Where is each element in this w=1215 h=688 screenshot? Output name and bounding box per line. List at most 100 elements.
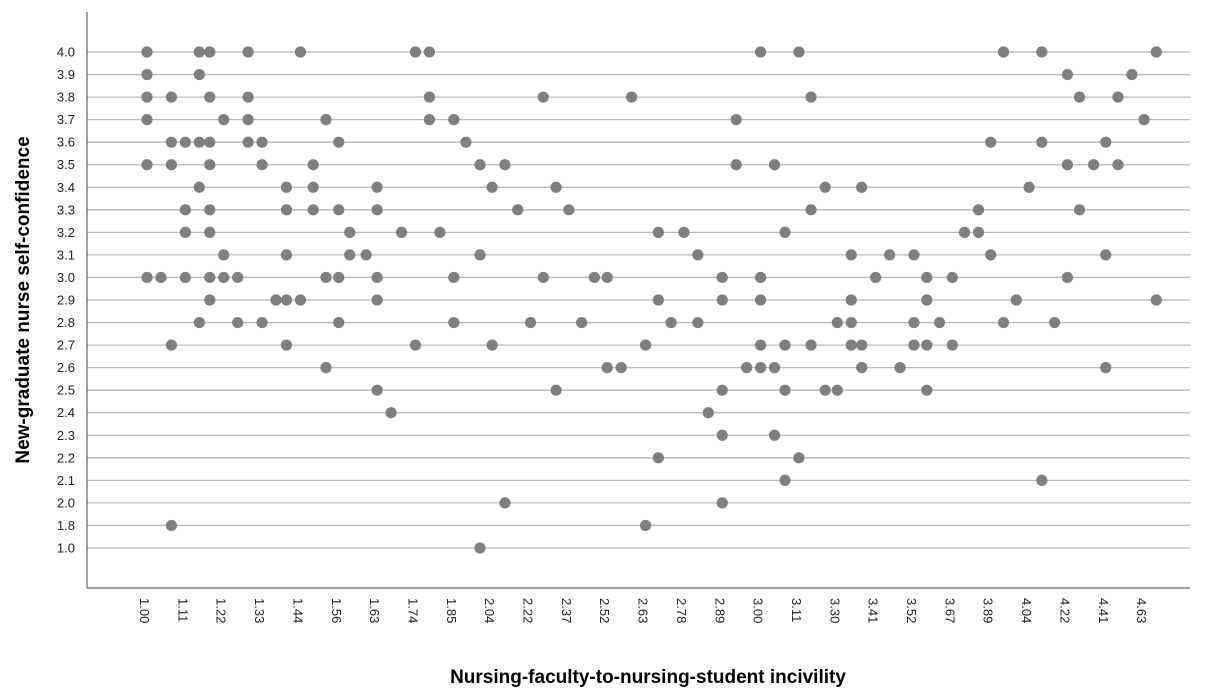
point: [985, 249, 997, 261]
point: [280, 249, 293, 261]
point: [218, 271, 230, 284]
point: [371, 294, 383, 306]
point: [204, 226, 216, 238]
x-tick-label: 1.74: [405, 598, 420, 623]
point: [499, 497, 511, 509]
point: [204, 271, 216, 284]
point: [141, 159, 153, 171]
x-tick-label: 1.11: [175, 598, 190, 622]
point: [908, 249, 920, 261]
point: [779, 226, 791, 238]
point: [831, 384, 843, 396]
point: [652, 294, 664, 306]
y-tick-label: 3.8: [57, 90, 75, 105]
point: [307, 204, 319, 216]
point: [768, 362, 781, 374]
point: [395, 226, 408, 238]
point: [423, 114, 435, 126]
point: [819, 384, 831, 396]
point: [550, 384, 562, 396]
point: [385, 407, 397, 419]
point: [665, 316, 677, 329]
point: [1036, 474, 1048, 486]
point: [204, 294, 216, 306]
point: [845, 294, 857, 306]
point: [921, 339, 933, 351]
point: [819, 181, 831, 193]
point: [179, 204, 191, 216]
point: [730, 114, 742, 126]
point: [256, 316, 268, 329]
x-tick-label: 2.52: [597, 598, 612, 623]
point: [499, 159, 511, 171]
point: [856, 339, 868, 351]
point: [371, 271, 383, 284]
point: [972, 204, 985, 216]
point: [921, 384, 933, 396]
point: [371, 204, 383, 216]
y-axis-title: New-graduate nurse self-confidence: [13, 136, 34, 463]
point: [716, 497, 728, 509]
x-tick-label: 1.44: [290, 598, 305, 623]
point: [218, 114, 230, 126]
point: [845, 339, 857, 351]
point: [1150, 46, 1162, 58]
point: [692, 249, 704, 261]
y-tick-label: 3.9: [57, 67, 75, 82]
point: [793, 452, 805, 464]
point: [294, 46, 306, 58]
x-tick-label: 1.22: [214, 598, 229, 623]
point: [242, 46, 254, 58]
point: [179, 226, 191, 238]
point: [141, 114, 153, 126]
point: [805, 91, 817, 103]
point: [448, 316, 460, 329]
x-tick-label: 1.00: [137, 598, 152, 623]
y-tick-label: 2.0: [57, 495, 75, 510]
point: [946, 339, 958, 351]
point: [639, 339, 652, 351]
point: [307, 181, 319, 193]
point: [155, 271, 167, 284]
x-tick-label: 4.41: [1096, 598, 1111, 623]
point: [678, 226, 690, 238]
x-tick-label: 4.22: [1057, 598, 1072, 623]
point: [344, 226, 356, 238]
y-tick-label: 4.0: [57, 45, 75, 60]
point: [320, 362, 332, 374]
point: [716, 384, 728, 396]
point: [141, 271, 153, 284]
x-axis-title: Nursing-faculty-to-nursing-student inciv…: [450, 667, 846, 688]
point: [486, 339, 498, 351]
point: [768, 429, 781, 441]
point: [997, 46, 1010, 58]
point: [563, 204, 575, 216]
y-tick-label: 1.0: [57, 541, 75, 556]
point: [652, 226, 664, 238]
y-tick-label: 2.2: [57, 450, 75, 465]
point: [204, 204, 216, 216]
point: [193, 46, 205, 58]
y-tick-label: 3.5: [57, 157, 75, 172]
point: [576, 316, 588, 329]
point: [652, 452, 664, 464]
point: [908, 339, 920, 351]
point: [601, 271, 613, 284]
y-tick-label: 2.6: [57, 360, 75, 375]
point: [921, 294, 933, 306]
y-tick-label: 2.4: [57, 405, 75, 420]
point: [232, 271, 244, 284]
point: [1049, 316, 1061, 329]
x-tick-label: 3.89: [981, 598, 996, 623]
point: [204, 159, 216, 171]
y-tick-label: 3.7: [57, 112, 75, 127]
x-tick-label: 2.63: [636, 598, 651, 623]
point: [193, 181, 205, 193]
point: [280, 339, 293, 351]
point: [448, 114, 460, 126]
point: [333, 136, 345, 148]
point: [856, 362, 868, 374]
point: [460, 136, 472, 148]
point: [921, 271, 933, 284]
point: [165, 91, 178, 103]
